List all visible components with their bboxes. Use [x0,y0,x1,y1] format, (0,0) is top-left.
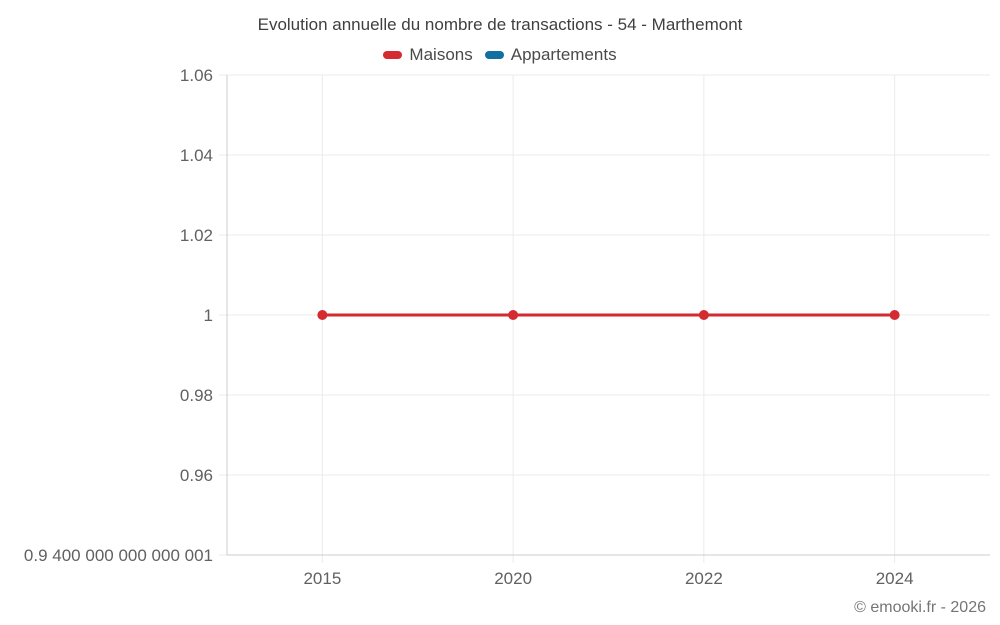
legend-label-appartements: Appartements [510,45,617,64]
appartements-swatch-icon [484,51,504,59]
legend-item-appartements[interactable]: Appartements [484,45,617,65]
x-tick-label: 2024 [876,569,914,588]
x-tick-label: 2022 [685,569,723,588]
maisons-swatch-icon [383,51,403,59]
y-tick-label: 1.06 [180,66,213,85]
data-point-maisons-2015[interactable] [317,310,328,320]
x-tick-label: 2015 [303,569,341,588]
legend: Maisons Appartements [0,45,1000,65]
legend-item-maisons[interactable]: Maisons [383,45,473,65]
y-tick-label: 1 [204,306,213,325]
y-tick-label: 0.9 400 000 000 000 001 [24,546,213,565]
y-tick-label: 1.04 [180,146,213,165]
y-tick-label: 0.98 [180,386,213,405]
chart-title: Evolution annuelle du nombre de transact… [257,15,743,34]
data-point-maisons-2024[interactable] [889,310,900,320]
copyright-footer: © emooki.fr - 2026 [854,599,986,616]
x-tick-label: 2020 [494,569,532,588]
data-point-maisons-2020[interactable] [508,310,519,320]
y-tick-label: 0.96 [180,466,213,485]
y-tick-label: 1.02 [180,226,213,245]
legend-label-maisons: Maisons [409,45,473,64]
data-point-maisons-2022[interactable] [698,310,709,320]
